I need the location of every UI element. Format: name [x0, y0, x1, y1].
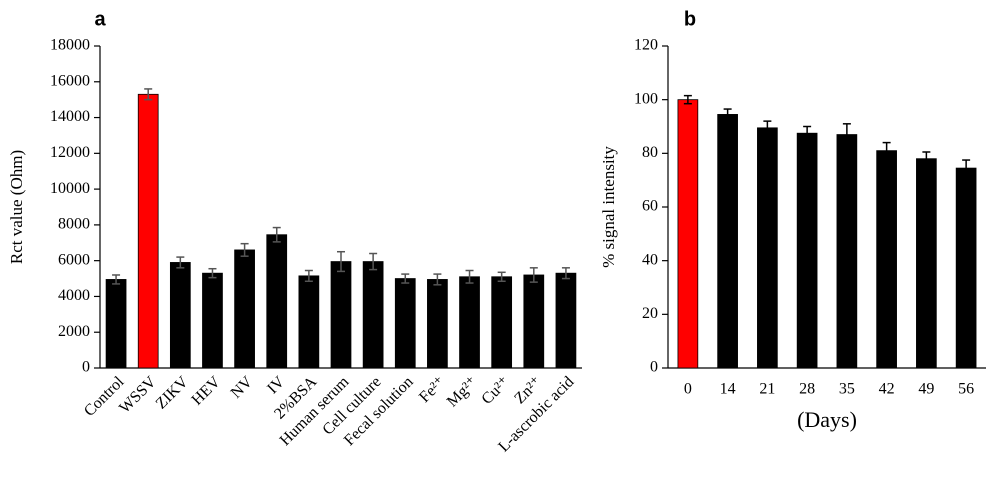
y-tick-label: 12000 [50, 144, 90, 161]
x-tick-label: Mg²⁺ [444, 373, 481, 410]
bar [876, 150, 897, 369]
bar [836, 134, 858, 369]
y-tick-label: 6000 [58, 251, 90, 268]
bar [796, 132, 818, 369]
x-tick-label: 21 [759, 381, 775, 398]
y-tick-label: 14000 [50, 108, 90, 125]
panel-label: b [684, 8, 696, 30]
bar [459, 276, 480, 369]
y-tick-label: 10000 [50, 180, 90, 197]
bar [169, 262, 191, 369]
y-tick-label: 18000 [50, 37, 90, 54]
y-tick-label: 16000 [50, 72, 90, 89]
y-tick-label: 40 [642, 251, 658, 268]
x-tick-label: 0 [684, 381, 692, 398]
x-tick-label: WSSV [116, 373, 160, 417]
bar [677, 99, 699, 369]
x-tick-label: IV [264, 373, 288, 397]
y-tick-label: 100 [634, 90, 658, 107]
bar [523, 274, 545, 369]
x-tick-label: 35 [839, 381, 855, 398]
bar [955, 167, 977, 369]
y-tick-label: 4000 [58, 287, 90, 304]
x-tick-label: 28 [799, 381, 815, 398]
x-tick-label: 56 [958, 381, 974, 398]
y-axis-title: % signal intensity [599, 146, 618, 268]
x-tick-label: ZIKV [153, 373, 192, 412]
y-tick-label: 0 [82, 359, 90, 376]
x-tick-label: NV [228, 373, 257, 402]
bar [717, 114, 738, 369]
bar [491, 276, 513, 369]
bar [105, 279, 127, 369]
x-tick-label: HEV [189, 373, 225, 409]
y-axis-title: Rct value (Ohm) [7, 150, 26, 264]
bar [916, 158, 937, 369]
bar [757, 127, 778, 369]
x-axis-title: (Days) [797, 407, 857, 432]
bar [234, 249, 255, 369]
bar [330, 261, 352, 369]
x-tick-label: 42 [879, 381, 895, 398]
panel-label: a [94, 8, 106, 30]
bar [362, 261, 384, 369]
bar [137, 93, 159, 369]
x-tick-label: 14 [720, 381, 736, 398]
x-tick-label: Cu²⁺ [478, 373, 513, 408]
bar [427, 279, 448, 369]
y-tick-label: 2000 [58, 323, 90, 340]
y-tick-label: 60 [642, 198, 658, 215]
x-tick-label: Control [81, 373, 128, 420]
y-tick-label: 120 [634, 37, 658, 54]
bar [394, 278, 416, 369]
x-tick-label: Fe²⁺ [416, 373, 449, 406]
x-tick-label: 49 [918, 381, 934, 398]
bar [555, 272, 577, 369]
bar [202, 272, 223, 369]
bar [298, 275, 320, 369]
y-tick-label: 0 [650, 359, 658, 376]
bar [266, 234, 288, 369]
y-tick-label: 8000 [58, 216, 90, 233]
y-tick-label: 20 [642, 305, 658, 322]
y-tick-label: 80 [642, 144, 658, 161]
